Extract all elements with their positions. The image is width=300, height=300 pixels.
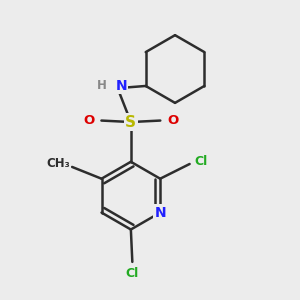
Text: H: H [97, 79, 106, 92]
Text: Cl: Cl [126, 267, 139, 280]
Text: O: O [83, 114, 95, 127]
Text: O: O [167, 114, 178, 127]
Text: N: N [115, 79, 127, 93]
Text: N: N [154, 206, 166, 220]
Text: Cl: Cl [194, 154, 207, 167]
Text: CH₃: CH₃ [46, 158, 70, 170]
Text: S: S [125, 115, 136, 130]
